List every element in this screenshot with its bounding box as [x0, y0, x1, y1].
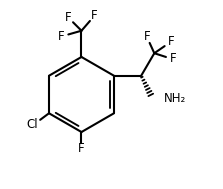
- Text: F: F: [58, 30, 64, 43]
- Text: F: F: [78, 142, 85, 155]
- Text: F: F: [65, 11, 72, 24]
- Text: F: F: [143, 30, 150, 43]
- Text: F: F: [168, 36, 175, 48]
- Text: NH₂: NH₂: [164, 92, 186, 105]
- Text: F: F: [170, 52, 176, 65]
- Text: F: F: [91, 9, 98, 22]
- Text: Cl: Cl: [26, 118, 38, 131]
